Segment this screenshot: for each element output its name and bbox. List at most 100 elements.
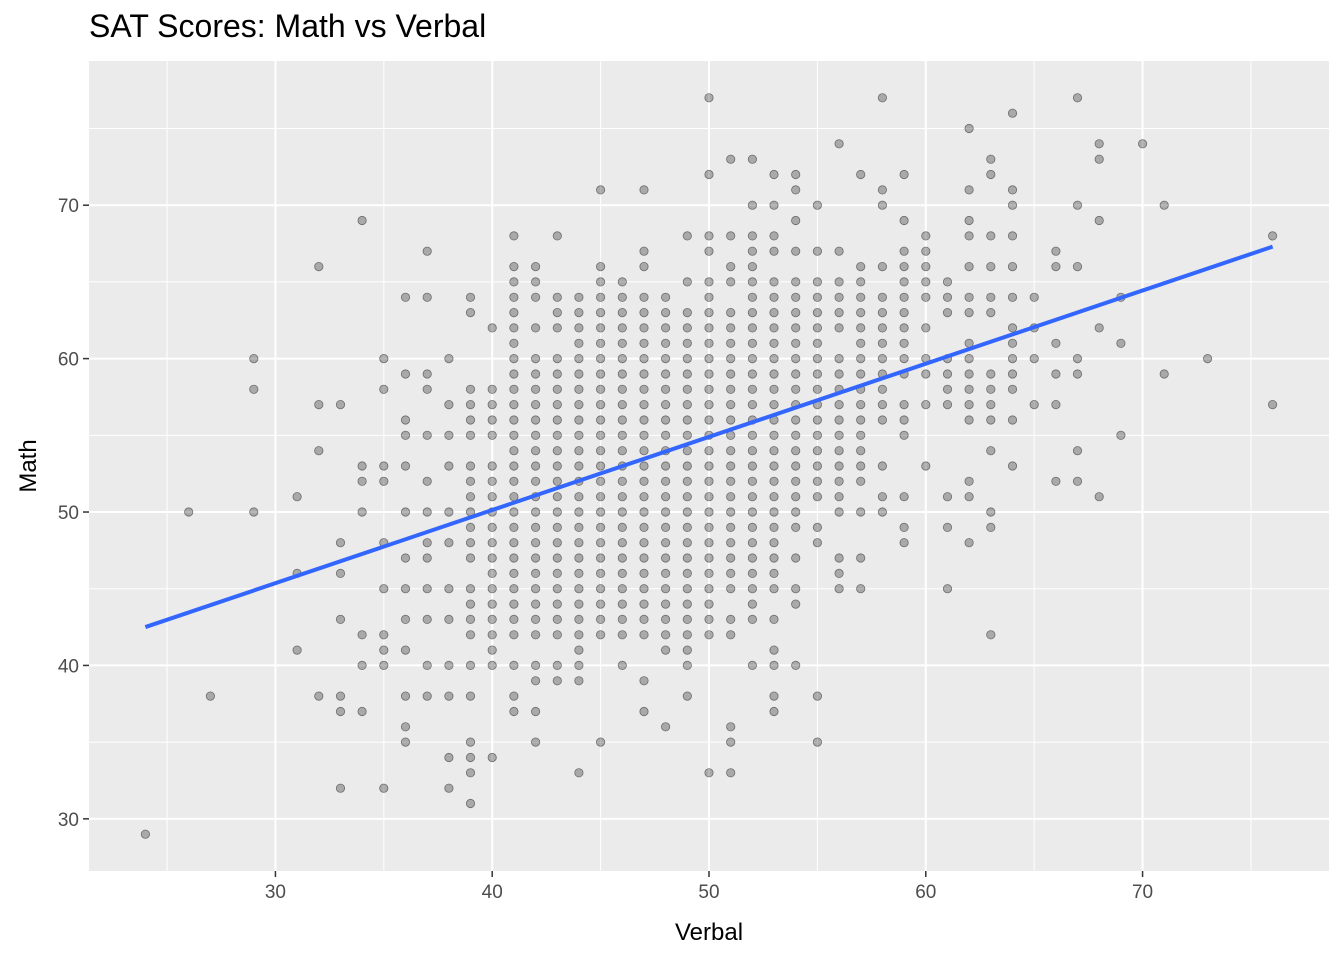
data-point <box>812 200 823 210</box>
data-point <box>1116 430 1126 440</box>
data-point <box>747 568 758 579</box>
data-point <box>639 261 649 272</box>
data-point <box>704 553 714 563</box>
data-point <box>726 307 736 318</box>
data-point <box>682 384 692 394</box>
data-point <box>899 430 909 440</box>
data-point <box>986 231 996 241</box>
data-point <box>899 169 909 180</box>
data-point <box>877 399 888 410</box>
data-point <box>487 568 497 579</box>
data-point <box>574 492 584 502</box>
data-point <box>726 446 736 456</box>
data-point <box>1007 261 1018 272</box>
data-point <box>530 399 541 410</box>
data-point <box>617 568 627 579</box>
y-axis-title: Math <box>15 439 42 492</box>
data-point <box>812 292 823 302</box>
data-point <box>552 568 562 579</box>
data-point <box>747 584 758 594</box>
data-point <box>335 691 346 701</box>
data-point <box>747 231 758 241</box>
data-point <box>639 292 649 302</box>
data-point <box>682 338 692 348</box>
data-point <box>574 584 584 594</box>
data-point <box>530 630 541 640</box>
data-point <box>639 399 649 410</box>
data-point <box>834 507 844 517</box>
data-point <box>660 292 671 302</box>
data-point <box>769 353 779 364</box>
data-point <box>877 507 888 517</box>
data-point <box>704 492 714 502</box>
data-point <box>444 430 454 440</box>
data-point <box>899 415 909 425</box>
data-point <box>942 369 953 379</box>
data-point <box>465 660 476 671</box>
y-tick-label: 30 <box>58 810 79 831</box>
data-point <box>791 185 801 195</box>
data-point <box>726 353 736 364</box>
data-point <box>856 399 866 410</box>
data-point <box>942 522 953 533</box>
data-point <box>726 415 736 425</box>
data-point <box>552 507 562 517</box>
data-point <box>726 768 736 778</box>
data-point <box>812 522 823 533</box>
data-point <box>335 706 346 717</box>
data-point <box>682 415 692 425</box>
data-point <box>617 522 627 533</box>
data-point <box>769 399 779 410</box>
data-point <box>530 706 541 717</box>
data-point <box>856 169 866 180</box>
data-point <box>704 507 714 517</box>
data-point <box>856 507 866 517</box>
chart-title: SAT Scores: Math vs Verbal <box>89 8 487 44</box>
data-point <box>1138 139 1148 149</box>
data-point <box>964 492 974 502</box>
data-point <box>877 492 888 502</box>
data-point <box>595 415 606 425</box>
data-point <box>1029 292 1039 302</box>
data-point <box>769 614 779 625</box>
data-point <box>595 507 606 517</box>
data-point <box>444 538 454 548</box>
data-point <box>574 369 584 379</box>
data-point <box>660 538 671 548</box>
data-point <box>812 492 823 502</box>
data-point <box>617 307 627 318</box>
data-point <box>791 169 801 180</box>
data-point <box>335 399 346 410</box>
data-point <box>509 231 519 241</box>
data-point <box>942 384 953 394</box>
data-point <box>986 307 996 318</box>
data-point <box>704 353 714 364</box>
data-point <box>400 369 411 379</box>
data-point <box>660 399 671 410</box>
data-point <box>617 538 627 548</box>
data-point <box>487 752 497 763</box>
data-point <box>834 568 844 579</box>
data-point <box>704 584 714 594</box>
data-point <box>747 307 758 318</box>
data-point <box>682 584 692 594</box>
data-point <box>834 292 844 302</box>
data-point <box>530 323 541 333</box>
data-point <box>444 353 454 364</box>
data-point <box>747 476 758 486</box>
data-point <box>422 553 432 563</box>
data-point <box>574 307 584 318</box>
data-point <box>791 369 801 379</box>
data-point <box>812 246 823 256</box>
data-point <box>639 415 649 425</box>
data-point <box>422 292 432 302</box>
data-point <box>574 399 584 410</box>
data-point <box>400 292 411 302</box>
data-point <box>530 522 541 533</box>
data-point <box>747 614 758 625</box>
data-point <box>877 415 888 425</box>
data-point <box>335 538 346 548</box>
data-point <box>704 476 714 486</box>
data-point <box>530 660 541 671</box>
data-point <box>1268 231 1278 241</box>
